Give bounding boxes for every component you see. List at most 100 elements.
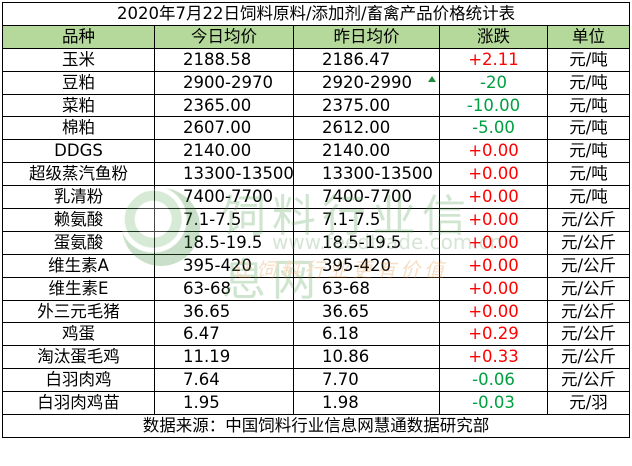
cell-change: +2.11 <box>439 47 548 72</box>
cell-unit: 元/公斤 <box>546 368 631 393</box>
cell-name: 维生素E <box>2 276 155 301</box>
cell-yesterday-price: 1.98 <box>293 391 440 416</box>
cell-name: 蛋氨酸 <box>2 230 155 255</box>
cell-today-price: 7400-7700 <box>154 185 294 210</box>
cell-unit: 元/公斤 <box>546 276 631 301</box>
cell-unit: 元/吨 <box>546 116 631 141</box>
cell-name: 棉粕 <box>2 116 155 141</box>
cell-today-price: 11.19 <box>154 345 294 370</box>
cell-yesterday-price: 7400-7700 <box>293 185 440 210</box>
cell-yesterday-price: 7.70 <box>293 368 440 393</box>
cell-unit: 元/吨 <box>546 70 631 95</box>
cell-name: 鸡蛋 <box>2 322 155 347</box>
cell-yesterday-price: 13300-13500 <box>293 162 440 187</box>
cell-today-price: 13300-13500 <box>154 162 294 187</box>
header-unit: 单位 <box>546 24 631 49</box>
cell-change: +0.00 <box>439 162 548 187</box>
cell-change: +0.00 <box>439 139 548 164</box>
cell-today-price: 2900-2970 <box>154 70 294 95</box>
header-change: 涨跌 <box>439 24 548 49</box>
cell-change: -10.00 <box>439 93 548 118</box>
cell-unit: 元/公斤 <box>546 322 631 347</box>
cell-change: +0.33 <box>439 345 548 370</box>
cell-yesterday-price: 2920-2990 <box>293 70 440 95</box>
table-row: 淘汰蛋毛鸡 11.19 10.86 +0.33 元/公斤 <box>2 345 631 370</box>
cell-change: +0.29 <box>439 322 548 347</box>
cell-unit: 元/公斤 <box>546 230 631 255</box>
cell-name: 白羽肉鸡苗 <box>2 391 155 416</box>
cell-name: 赖氨酸 <box>2 208 155 232</box>
table-row: 玉米 2188.58 2186.47 +2.11 元/吨 <box>2 47 631 72</box>
cell-name: 豆粕 <box>2 70 155 95</box>
cell-yesterday-price: 2140.00 <box>293 139 440 164</box>
cell-today-price: 395-420 <box>154 253 294 278</box>
cell-change: -5.00 <box>439 116 548 141</box>
table-row: 外三元毛猪 36.65 36.65 +0.00 元/公斤 <box>2 299 631 324</box>
cell-unit: 元/公斤 <box>546 253 631 278</box>
cell-today-price: 2140.00 <box>154 139 294 164</box>
table-title: 2020年7月22日饲料原料/添加剂/畜禽产品价格统计表 <box>1 2 631 26</box>
cell-name: 维生素A <box>2 253 155 278</box>
header-yesterday-price: 昨日均价 <box>293 24 440 49</box>
cell-today-price: 2188.58 <box>154 47 294 72</box>
cell-change: +0.00 <box>439 253 548 278</box>
table-row: 赖氨酸 7.1-7.5 7.1-7.5 +0.00 元/公斤 <box>2 208 631 232</box>
cell-yesterday-price: 10.86 <box>293 345 440 370</box>
table-row: 乳清粉 7400-7700 7400-7700 +0.00 元/吨 <box>2 185 631 210</box>
cell-name: 淘汰蛋毛鸡 <box>2 345 155 370</box>
cell-name: 玉米 <box>2 47 155 72</box>
cell-name: 外三元毛猪 <box>2 299 155 324</box>
table-row: 维生素E 63-68 63-68 +0.00 元/公斤 <box>2 276 631 301</box>
cell-today-price: 18.5-19.5 <box>154 230 294 255</box>
table-row: 超级蒸汽鱼粉 13300-13500 13300-13500 +0.00 元/吨 <box>2 162 631 187</box>
cell-today-price: 36.65 <box>154 299 294 324</box>
table-row: 菜粕 2365.00 2375.00 -10.00 元/吨 <box>2 93 631 118</box>
cell-change: -0.03 <box>439 391 548 416</box>
cell-today-price: 6.47 <box>154 322 294 347</box>
table-row: 白羽肉鸡 7.64 7.70 -0.06 元/公斤 <box>2 368 631 393</box>
cell-change: -0.06 <box>439 368 548 393</box>
cell-unit: 元/羽 <box>546 391 631 416</box>
price-table: 2020年7月22日饲料原料/添加剂/畜禽产品价格统计表 品种 今日均价 昨日均… <box>1 2 631 438</box>
cell-today-price: 7.1-7.5 <box>154 208 294 232</box>
cell-change: +0.00 <box>439 276 548 301</box>
cell-unit: 元/吨 <box>546 93 631 118</box>
cell-name: 超级蒸汽鱼粉 <box>2 162 155 187</box>
cell-unit: 元/公斤 <box>546 208 631 232</box>
cell-change: -20 <box>439 70 548 95</box>
cell-yesterday-price: 2375.00 <box>293 93 440 118</box>
cell-today-price: 1.95 <box>154 391 294 416</box>
cell-unit: 元/吨 <box>546 185 631 210</box>
cell-today-price: 63-68 <box>154 276 294 301</box>
cell-unit: 元/公斤 <box>546 345 631 370</box>
cell-name: 菜粕 <box>2 93 155 118</box>
cell-yesterday-price: 7.1-7.5 <box>293 208 440 232</box>
header-today-price: 今日均价 <box>154 24 294 49</box>
table-row: 维生素A 395-420 395-420 +0.00 元/公斤 <box>2 253 631 278</box>
price-table-sheet: 2020年7月22日饲料原料/添加剂/畜禽产品价格统计表 品种 今日均价 昨日均… <box>1 2 631 438</box>
cell-yesterday-price: 63-68 <box>293 276 440 301</box>
cell-unit: 元/吨 <box>546 139 631 164</box>
cell-yesterday-price: 36.65 <box>293 299 440 324</box>
cell-name: DDGS <box>2 139 155 164</box>
table-row: DDGS 2140.00 2140.00 +0.00 元/吨 <box>2 139 631 164</box>
cell-yesterday-price: 6.18 <box>293 322 440 347</box>
table-row: 蛋氨酸 18.5-19.5 18.5-19.5 +0.00 元/公斤 <box>2 230 631 255</box>
table-row: 豆粕 2900-2970 2920-2990 -20 元/吨 <box>2 70 631 95</box>
table-row: 鸡蛋 6.47 6.18 +0.29 元/公斤 <box>2 322 631 347</box>
cell-name: 白羽肉鸡 <box>2 368 155 393</box>
table-body: 玉米 2188.58 2186.47 +2.11 元/吨 豆粕 2900-2970 2920-… <box>2 47 631 416</box>
cell-today-price: 2607.00 <box>154 116 294 141</box>
cell-yesterday-price: 2186.47 <box>293 47 440 72</box>
data-source-note: 数据来源：中国饲料行业信息网慧通数据研究部 <box>1 414 631 438</box>
header-name: 品种 <box>2 24 155 49</box>
cell-change: +0.00 <box>439 230 548 255</box>
table-row: 白羽肉鸡苗 1.95 1.98 -0.03 元/羽 <box>2 391 631 416</box>
cell-today-price: 2365.00 <box>154 93 294 118</box>
table-row: 棉粕 2607.00 2612.00 -5.00 元/吨 <box>2 116 631 141</box>
cell-today-price: 7.64 <box>154 368 294 393</box>
cell-yesterday-price: 395-420 <box>293 253 440 278</box>
cell-marker-icon <box>428 76 436 82</box>
cell-name: 乳清粉 <box>2 185 155 210</box>
cell-change: +0.00 <box>439 299 548 324</box>
